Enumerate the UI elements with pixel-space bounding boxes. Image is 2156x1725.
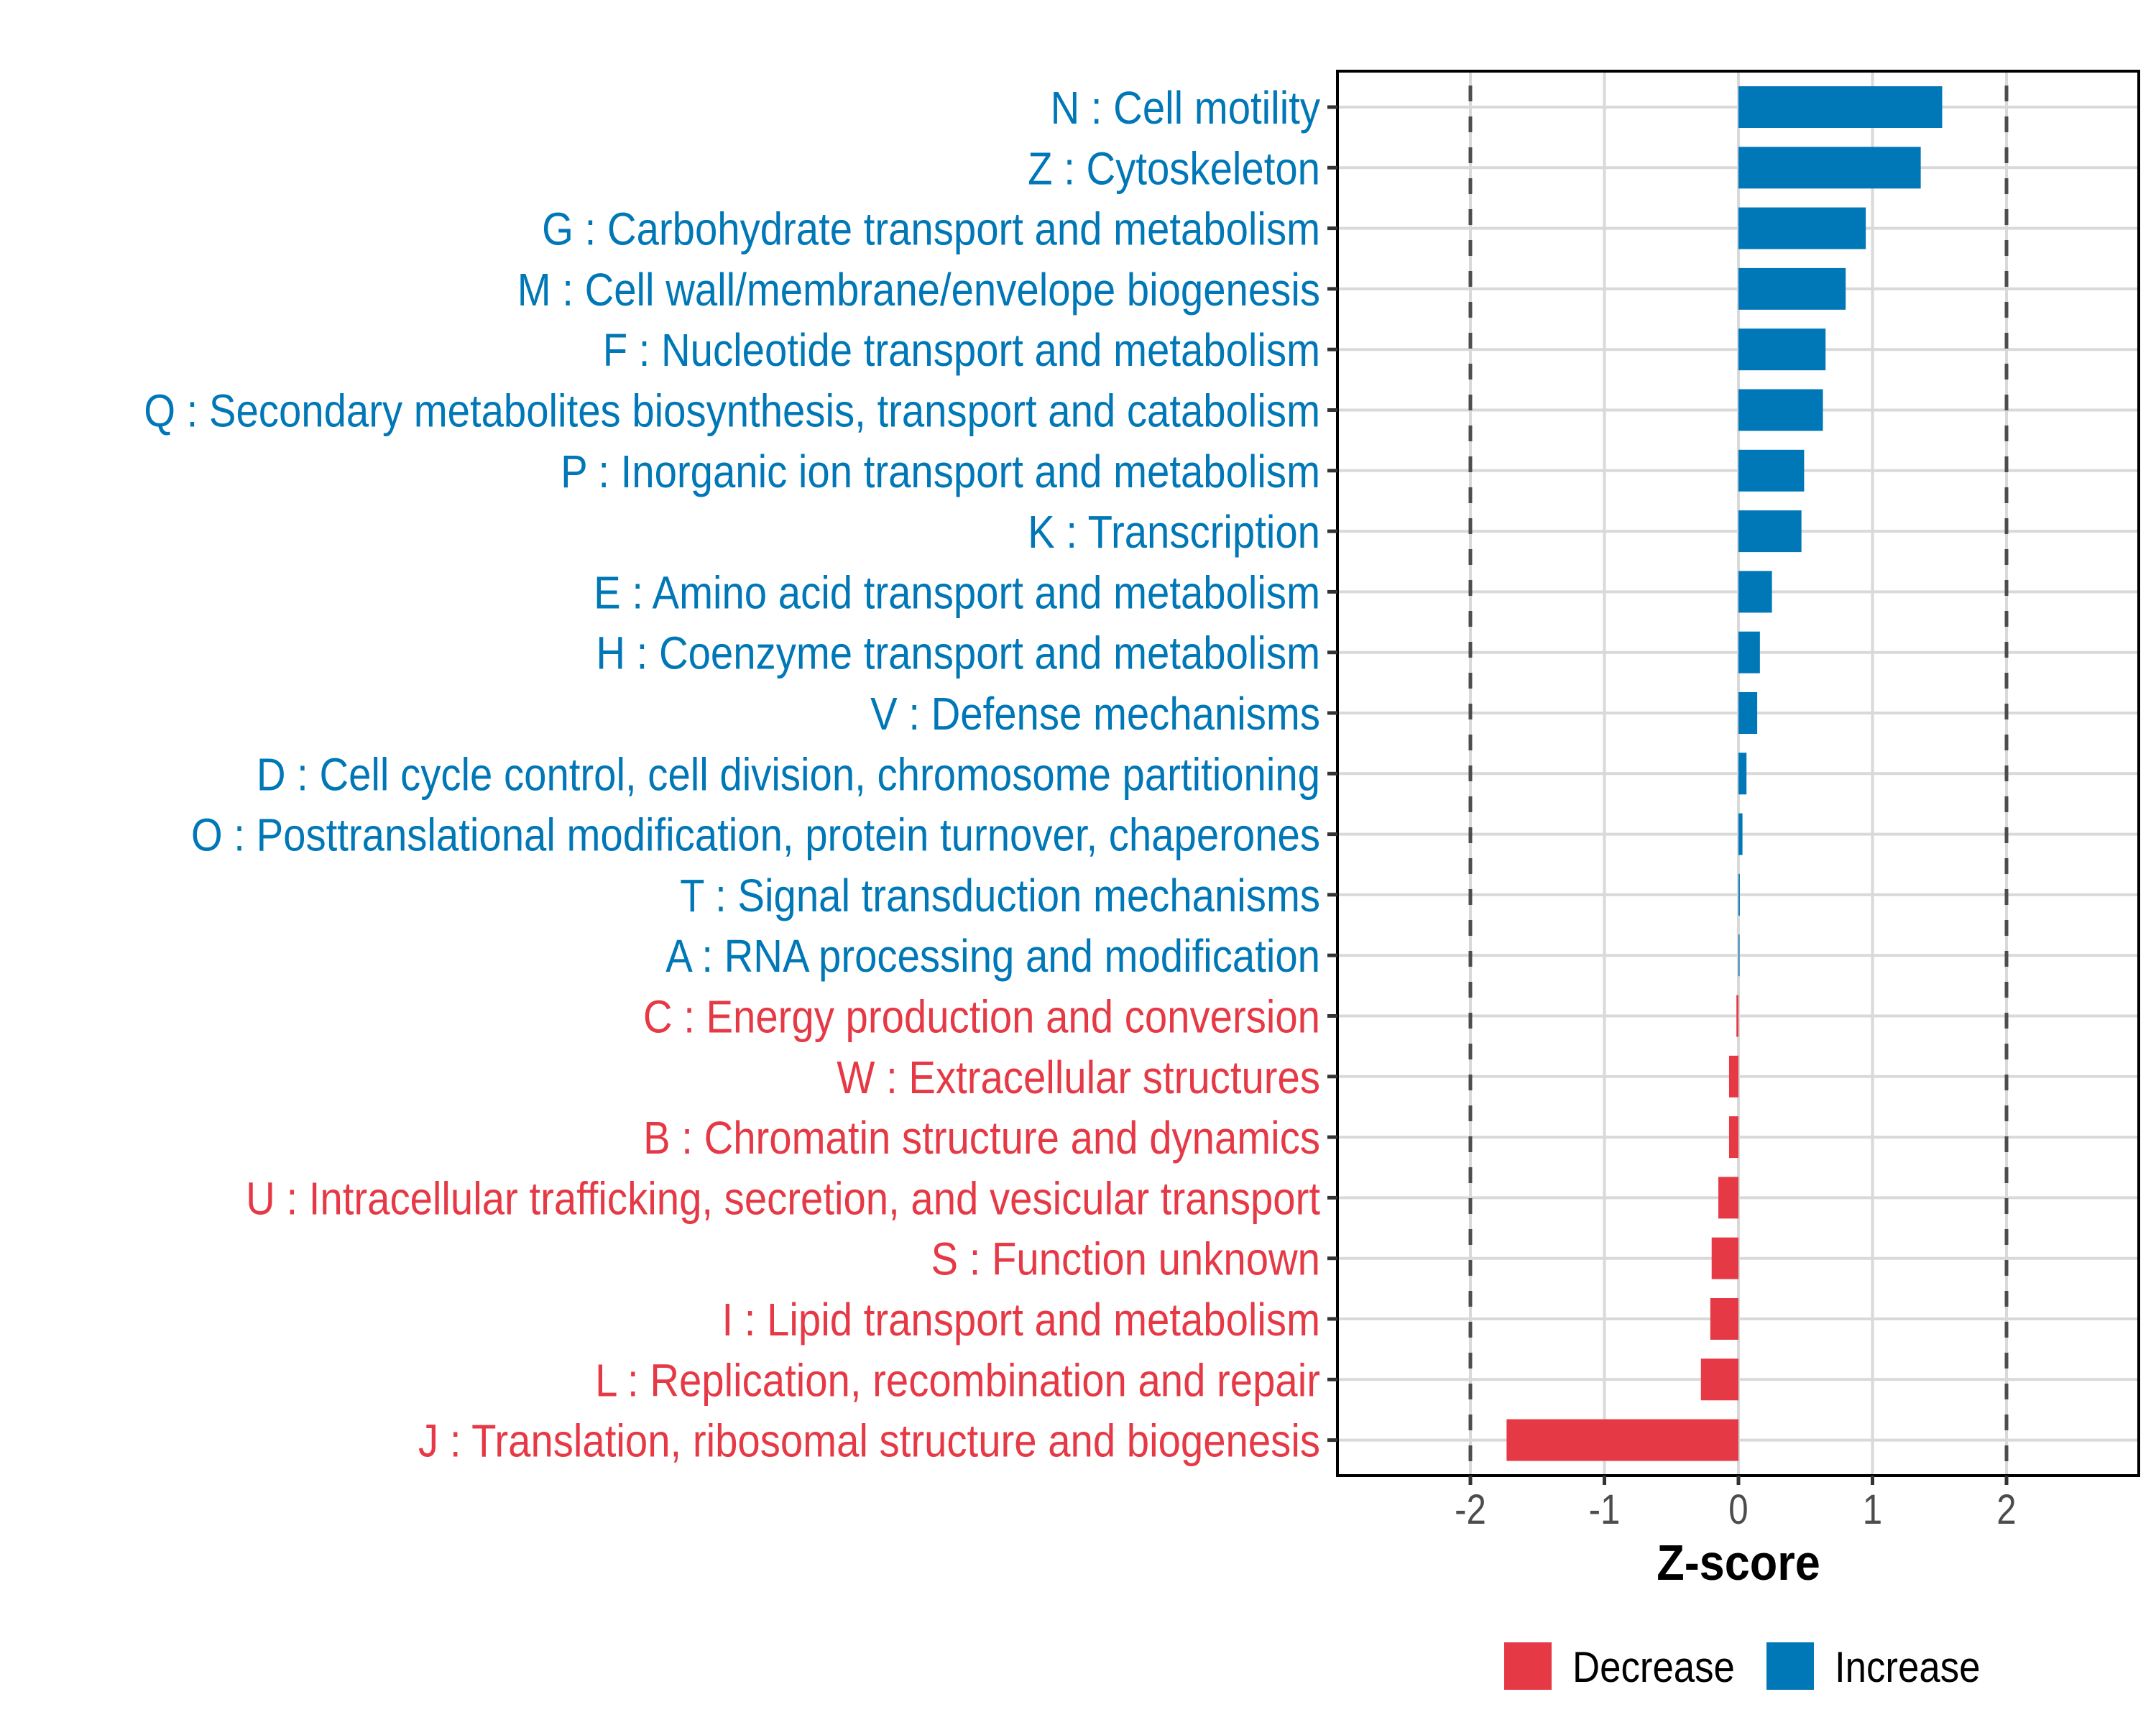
category-label-group: S : Function unknown <box>931 1233 1320 1284</box>
bars <box>1506 86 1943 1461</box>
x-tick-label: 1 <box>1863 1486 1882 1533</box>
y-axis-ticks <box>1327 105 1337 1443</box>
bar-u <box>1718 1177 1738 1219</box>
category-label-group: U : Intracellular trafficking, secretion… <box>246 1172 1320 1224</box>
category-label: L : Replication, recombination and repai… <box>595 1354 1320 1406</box>
reference-lines <box>1468 71 2009 1476</box>
category-label: J : Translation, ribosomal structure and… <box>418 1414 1320 1466</box>
bar-p <box>1738 449 1805 492</box>
category-label: P : Inorganic ion transport and metaboli… <box>561 445 1320 497</box>
bar-l <box>1700 1358 1738 1401</box>
category-label: G : Carbohydrate transport and metabolis… <box>542 203 1320 254</box>
category-label: F : Nucleotide transport and metabolism <box>603 324 1320 376</box>
category-label: A : RNA processing and modification <box>665 930 1320 982</box>
bar-w <box>1728 1055 1738 1098</box>
category-label-group: V : Defense mechanisms <box>870 688 1320 740</box>
x-tick-label: -2 <box>1455 1486 1486 1533</box>
category-label: S : Function unknown <box>931 1233 1320 1284</box>
legend: Decrease Increase <box>1504 1642 1980 1691</box>
category-label: N : Cell motility <box>1051 82 1321 134</box>
bar-f <box>1738 328 1826 371</box>
bar-o <box>1738 813 1743 855</box>
legend-entry-increase: Increase <box>1835 1643 1980 1691</box>
bar-m <box>1738 267 1846 310</box>
category-label-group: I : Lipid transport and metabolism <box>722 1294 1320 1346</box>
bar-t <box>1738 873 1740 916</box>
category-label-group: G : Carbohydrate transport and metabolis… <box>542 203 1320 254</box>
bar-d <box>1738 753 1747 795</box>
category-label: W : Extracellular structures <box>837 1051 1320 1103</box>
legend-label: Increase <box>1835 1643 1980 1691</box>
x-tick-label: 2 <box>1996 1486 2016 1533</box>
x-tick-label-group: 0 <box>1728 1486 1748 1533</box>
bar-i <box>1710 1298 1738 1340</box>
bar-b <box>1728 1116 1738 1159</box>
bar-e <box>1738 571 1772 613</box>
category-label: V : Defense mechanisms <box>870 688 1320 740</box>
x-axis-title: Z-score <box>1657 1535 1820 1591</box>
category-label-group: C : Energy production and conversion <box>643 990 1320 1042</box>
legend-swatch-decrease <box>1504 1642 1552 1690</box>
bar-k <box>1738 510 1802 553</box>
bar-z <box>1738 147 1921 189</box>
x-axis-labels: -2 -1 0 1 2 <box>1455 1486 2017 1533</box>
category-label-group: M : Cell wall/membrane/envelope biogenes… <box>517 264 1320 316</box>
bar-c <box>1736 995 1738 1037</box>
category-label-group: H : Coenzyme transport and metabolism <box>596 627 1320 678</box>
category-label: O : Posttranslational modification, prot… <box>191 809 1320 860</box>
category-label-group: F : Nucleotide transport and metabolism <box>603 324 1320 376</box>
y-axis-labels: N : Cell motility Z : Cytoskeleton G : Car… <box>144 82 1321 1467</box>
category-label: H : Coenzyme transport and metabolism <box>596 627 1320 678</box>
category-label-group: K : Transcription <box>1028 506 1320 558</box>
category-label: Q : Secondary metabolites biosynthesis, … <box>144 385 1320 436</box>
category-label-group: O : Posttranslational modification, prot… <box>191 809 1320 860</box>
category-label: C : Energy production and conversion <box>643 990 1320 1042</box>
bar-g <box>1738 207 1866 249</box>
category-label-group: W : Extracellular structures <box>837 1051 1320 1103</box>
x-tick-label-group: 2 <box>1996 1486 2016 1533</box>
x-tick-label-group: -2 <box>1455 1486 1486 1533</box>
bar-v <box>1738 692 1758 734</box>
x-axis-ticks <box>1468 1476 2009 1485</box>
category-label: T : Signal transduction mechanisms <box>680 870 1320 921</box>
category-label-group: T : Signal transduction mechanisms <box>680 870 1320 921</box>
category-label: Z : Cytoskeleton <box>1028 142 1320 194</box>
x-tick-label: 0 <box>1728 1486 1748 1533</box>
category-label-group: E : Amino acid transport and metabolism <box>594 566 1320 618</box>
bar-j <box>1506 1419 1738 1461</box>
category-label-group: L : Replication, recombination and repai… <box>595 1354 1320 1406</box>
category-label: E : Amino acid transport and metabolism <box>594 566 1320 618</box>
category-label: B : Chromatin structure and dynamics <box>643 1112 1320 1164</box>
category-label: U : Intracellular trafficking, secretion… <box>246 1172 1320 1224</box>
category-label-group: A : RNA processing and modification <box>665 930 1320 982</box>
x-tick-label-group: -1 <box>1589 1486 1621 1533</box>
x-tick-label: -1 <box>1589 1486 1621 1533</box>
legend-swatch-increase <box>1766 1642 1814 1690</box>
legend-label: Decrease <box>1572 1643 1735 1691</box>
bar-s <box>1711 1237 1738 1279</box>
bar-n <box>1738 86 1943 128</box>
category-label: M : Cell wall/membrane/envelope biogenes… <box>517 264 1320 316</box>
bar-a <box>1738 934 1740 977</box>
category-label: D : Cell cycle control, cell division, c… <box>257 748 1320 800</box>
category-label: I : Lipid transport and metabolism <box>722 1294 1320 1346</box>
category-label-group: N : Cell motility <box>1051 82 1321 134</box>
x-tick-label-group: 1 <box>1863 1486 1882 1533</box>
category-label-group: P : Inorganic ion transport and metaboli… <box>561 445 1320 497</box>
category-label-group: Z : Cytoskeleton <box>1028 142 1320 194</box>
category-label-group: J : Translation, ribosomal structure and… <box>418 1414 1320 1466</box>
bar-h <box>1738 631 1760 673</box>
category-label-group: Q : Secondary metabolites biosynthesis, … <box>144 385 1320 436</box>
legend-entry-decrease: Decrease <box>1572 1643 1735 1691</box>
category-label-group: B : Chromatin structure and dynamics <box>643 1112 1320 1164</box>
bar-q <box>1738 389 1823 431</box>
category-label-group: D : Cell cycle control, cell division, c… <box>257 748 1320 800</box>
category-label: K : Transcription <box>1028 506 1320 558</box>
